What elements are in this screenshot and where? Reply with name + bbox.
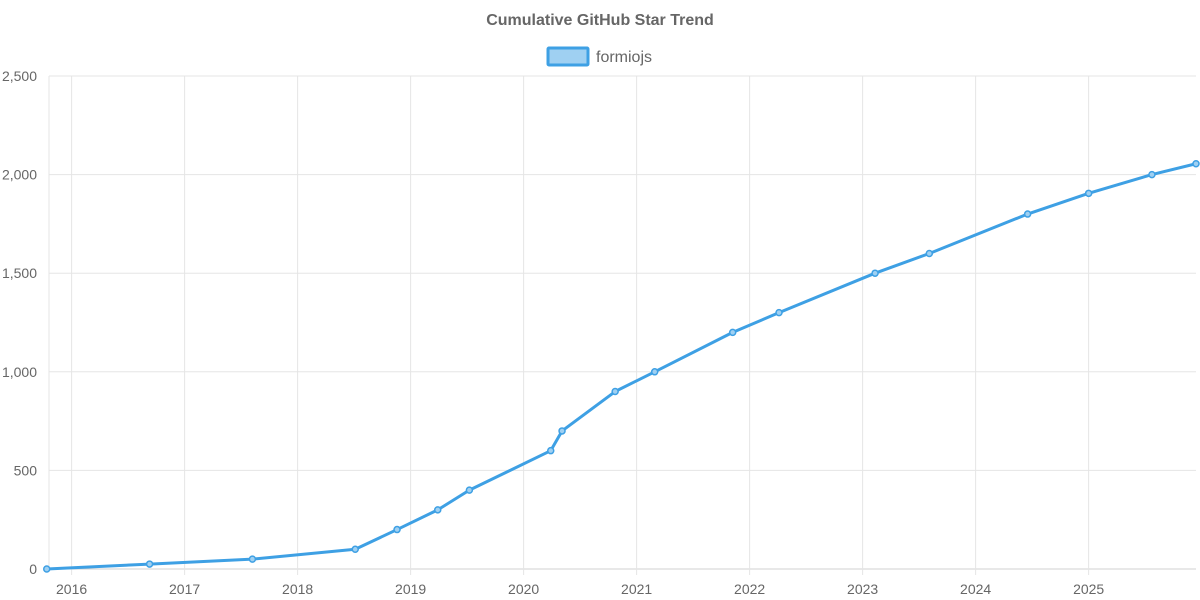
y-tick-label: 0	[29, 561, 37, 577]
data-point[interactable]	[1084, 189, 1093, 198]
data-point[interactable]	[1148, 170, 1156, 179]
y-tick-label: 2,000	[2, 167, 37, 183]
legend[interactable]: formiojs	[546, 46, 652, 67]
data-point[interactable]	[546, 446, 555, 455]
data-point[interactable]	[611, 387, 619, 396]
data-point[interactable]	[433, 506, 442, 514]
x-tick-label: 2023	[847, 581, 878, 597]
x-tick-label: 2025	[1073, 581, 1104, 597]
data-point[interactable]	[42, 565, 51, 573]
x-tick-label: 2016	[56, 581, 87, 597]
x-tick-label: 2017	[169, 581, 200, 597]
data-point[interactable]	[775, 308, 783, 317]
data-point[interactable]	[871, 269, 879, 277]
chart-title: Cumulative GitHub Star Trend	[486, 12, 714, 29]
x-axis-ticks: 2016 2017 2018 2019 2020 2021 2022 2023 2024 2025	[56, 581, 1104, 597]
data-point[interactable]	[925, 249, 934, 258]
data-point[interactable]	[1192, 160, 1200, 168]
data-point[interactable]	[728, 328, 737, 337]
series-formiojs	[42, 160, 1200, 573]
data-point[interactable]	[465, 486, 474, 494]
y-tick-label: 2,500	[2, 68, 37, 84]
y-tick-label: 500	[14, 462, 38, 478]
grid-lines	[49, 75, 1196, 575]
data-point[interactable]	[248, 555, 257, 563]
data-point[interactable]	[1023, 210, 1032, 218]
data-point[interactable]	[351, 545, 359, 554]
data-point[interactable]	[393, 525, 401, 534]
x-tick-label: 2019	[395, 581, 426, 597]
x-tick-label: 2018	[282, 581, 313, 597]
x-tick-label: 2022	[734, 581, 765, 597]
legend-label-formiojs[interactable]: formiojs	[596, 49, 652, 66]
data-point[interactable]	[145, 560, 154, 568]
data-point[interactable]	[558, 427, 566, 435]
series-line-formiojs	[45, 162, 1198, 571]
data-point[interactable]	[650, 368, 659, 376]
y-axis-ticks: 0 500 1,000 1,500 2,000 2,500	[2, 68, 37, 577]
y-tick-label: 1,500	[2, 265, 37, 281]
x-tick-label: 2024	[960, 581, 991, 597]
legend-swatch-formiojs[interactable]	[546, 46, 590, 67]
y-tick-label: 1,000	[2, 364, 37, 380]
x-tick-label: 2020	[508, 581, 539, 597]
x-tick-label: 2021	[621, 581, 652, 597]
